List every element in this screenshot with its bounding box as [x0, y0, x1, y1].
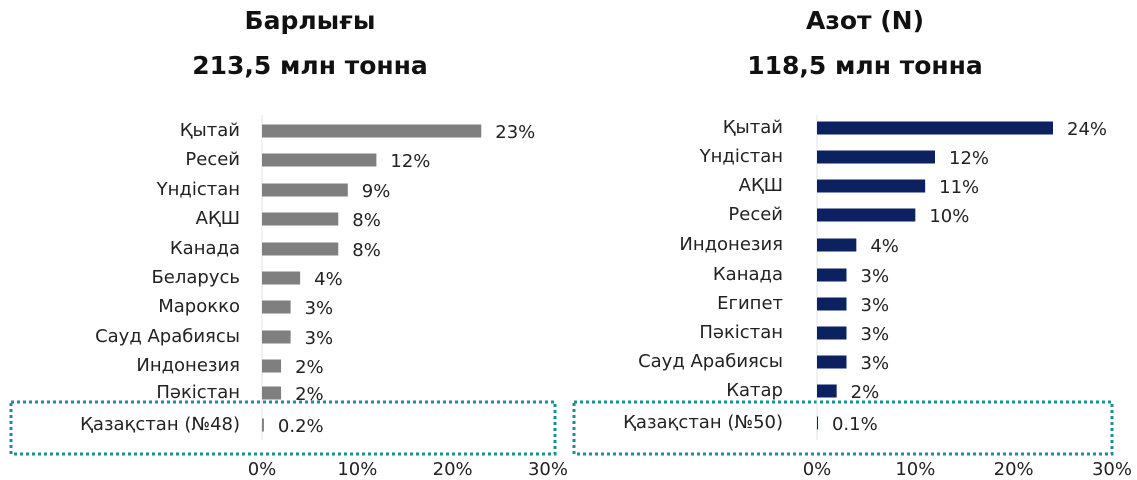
chart-subtitle: 118,5 млн тонна [747, 51, 983, 80]
bar [817, 416, 818, 430]
x-tick-label: 10% [895, 459, 935, 480]
x-tick-label: 0% [248, 459, 277, 480]
chart-title: Азот (N) [806, 6, 924, 35]
value-label: 4% [314, 269, 343, 290]
value-label: 3% [861, 266, 890, 287]
category-label: Қазақстан (№50) [623, 412, 783, 433]
bar [817, 208, 916, 222]
bar [817, 179, 926, 193]
value-label: 2% [295, 357, 324, 378]
value-label: 9% [362, 181, 391, 202]
category-label: Сауд Арабиясы [638, 351, 783, 372]
value-label: 3% [861, 295, 890, 316]
value-label: 24% [1067, 119, 1107, 140]
value-label: 10% [929, 206, 969, 227]
category-label: Пәкістан [699, 322, 783, 343]
bar [262, 124, 482, 138]
bar [817, 268, 847, 282]
category-label: Ресей [728, 204, 783, 225]
bar [262, 212, 339, 226]
value-label: 3% [861, 353, 890, 374]
bar [817, 121, 1053, 135]
category-label: Үндістан [699, 146, 783, 167]
highlight-box [9, 400, 557, 456]
value-label: 3% [305, 298, 334, 319]
category-label: Индонезия [679, 234, 783, 255]
value-label: 8% [352, 210, 381, 231]
category-label: Индонезия [136, 355, 240, 376]
bar [262, 242, 339, 256]
category-label: Египет [717, 293, 783, 314]
value-label: 8% [352, 240, 381, 261]
bar [817, 384, 837, 398]
bar [262, 359, 282, 373]
bar [817, 150, 935, 164]
category-label: Канада [170, 238, 240, 259]
category-label: Қазақстан (№48) [80, 414, 240, 435]
bar [817, 238, 857, 252]
x-tick-label: 30% [528, 459, 568, 480]
bar [262, 271, 301, 285]
category-label: Канада [713, 264, 783, 285]
value-label: 2% [851, 382, 880, 403]
category-label: Марокко [158, 296, 240, 317]
category-label: Қытай [723, 117, 783, 138]
highlight-box [572, 400, 1114, 456]
bar [262, 330, 291, 344]
category-label: АҚШ [739, 175, 783, 196]
category-label: Қытай [180, 120, 240, 141]
value-label: 4% [870, 236, 899, 257]
bar [262, 386, 282, 400]
x-tick-label: 20% [433, 459, 473, 480]
value-label: 2% [295, 384, 324, 405]
value-label: 12% [390, 151, 430, 172]
value-label: 0.1% [832, 414, 878, 435]
value-label: 3% [305, 328, 334, 349]
value-label: 0.2% [278, 416, 324, 437]
x-tick-label: 0% [803, 459, 832, 480]
bar [817, 355, 847, 369]
category-label: Үндістан [156, 179, 240, 200]
bar [262, 418, 264, 432]
category-label: Катар [726, 380, 783, 401]
chart-title: Барлығы [245, 6, 376, 35]
value-label: 12% [949, 148, 989, 169]
category-label: АҚШ [196, 208, 240, 229]
value-label: 23% [495, 122, 535, 143]
category-label: Беларусь [151, 267, 240, 288]
bar [262, 153, 377, 167]
value-label: 3% [861, 324, 890, 345]
value-label: 11% [939, 177, 979, 198]
x-tick-label: 30% [1092, 459, 1132, 480]
bar [262, 300, 291, 314]
bar [817, 297, 847, 311]
category-label: Ресей [185, 149, 240, 170]
x-tick-label: 10% [337, 459, 377, 480]
category-label: Сауд Арабиясы [95, 326, 240, 347]
bar [262, 183, 348, 197]
x-tick-label: 20% [994, 459, 1034, 480]
bar [817, 326, 847, 340]
category-label: Пәкістан [156, 382, 240, 403]
chart-subtitle: 213,5 млн тонна [192, 51, 428, 80]
